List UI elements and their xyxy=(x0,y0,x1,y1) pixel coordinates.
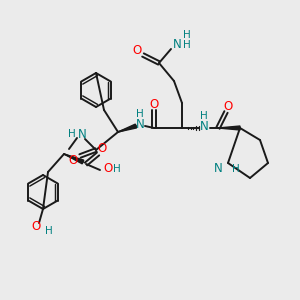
Polygon shape xyxy=(218,126,240,130)
Text: H: H xyxy=(232,164,240,174)
Polygon shape xyxy=(64,154,84,164)
Text: O: O xyxy=(32,220,40,232)
Text: N: N xyxy=(136,118,144,130)
Polygon shape xyxy=(118,124,136,132)
Text: H: H xyxy=(45,226,53,236)
Text: O: O xyxy=(149,98,159,110)
Text: O: O xyxy=(68,154,78,166)
Text: N: N xyxy=(200,119,208,133)
Text: H: H xyxy=(136,109,144,119)
Text: H: H xyxy=(68,129,76,139)
Text: O: O xyxy=(103,163,112,176)
Text: N: N xyxy=(214,163,223,176)
Text: N: N xyxy=(172,38,182,52)
Text: H: H xyxy=(113,164,121,174)
Text: H: H xyxy=(183,30,191,40)
Text: O: O xyxy=(98,142,106,154)
Text: O: O xyxy=(132,44,142,56)
Text: H: H xyxy=(200,111,208,121)
Text: H: H xyxy=(183,40,191,50)
Text: N: N xyxy=(78,128,86,140)
Text: O: O xyxy=(224,100,232,112)
